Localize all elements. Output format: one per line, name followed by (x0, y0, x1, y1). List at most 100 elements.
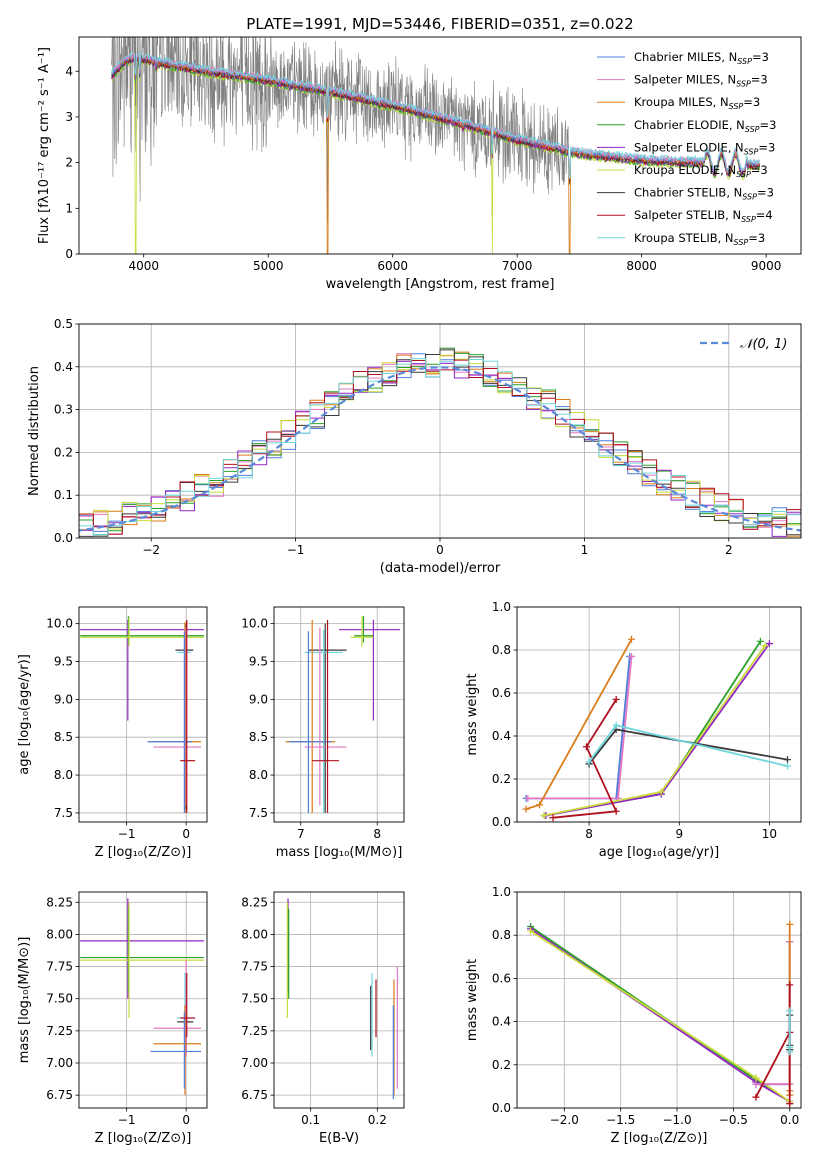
spectrum-frame (78, 36, 802, 255)
weight_vs_age-line-krou_elodie (543, 645, 766, 817)
weight_vs_age-y-tick-label: 0.0 (492, 815, 511, 829)
residuals-x-tick-label: 2 (725, 543, 733, 557)
weight_vs_Z-grid (517, 891, 801, 1109)
weight_vs_age-x-tick-label: 10 (762, 827, 777, 841)
weight_vs_age-y-tick-label: 1.0 (492, 600, 511, 614)
weight_vs_age-marker-krou_elodie (657, 788, 665, 796)
age_vs_mass-y-tick-label: 9.0 (249, 692, 268, 706)
mass_vs_ebv-frame (273, 891, 405, 1109)
weight_vs_age-y-tick-label: 0.8 (492, 643, 511, 657)
weight_vs_Z-marker-salp_miles (752, 1080, 760, 1088)
weight_vs_age-marker-salp_elodie (765, 640, 773, 648)
residual-histograms (79, 347, 801, 538)
mass_vs_Z-x-tick-label: −1 (118, 1113, 136, 1127)
weight_vs_age-marker-krou_stelib (585, 758, 593, 766)
weight_vs_Z-y-axis-label: mass weight (465, 959, 480, 1041)
age_vs_Z-y-tick-label: 9.5 (54, 655, 73, 669)
legend-entry: Salpeter STELIB, NSSP=4 (634, 208, 773, 224)
spectrum-x-tick-label: 5000 (253, 259, 284, 273)
model-spectrum-krou_elodie (111, 59, 761, 254)
mass_vs_ebv-y-tick-label: 7.75 (241, 960, 268, 974)
mass_vs_ebv-x-tick-label: 0.1 (301, 1113, 320, 1127)
mass_vs_Z-grid (79, 892, 207, 1108)
spectrum-y-tick-label: 1 (65, 201, 73, 215)
weight_vs_age-grid (517, 606, 801, 823)
age_vs_mass-x-tick-label: 8 (373, 827, 381, 841)
weight_vs_Z-y-tick-label: 0.0 (492, 1101, 511, 1115)
weight_vs_age-y-axis-label: mass weight (465, 673, 480, 755)
legend-entry: Chabrier MILES, NSSP=3 (634, 50, 769, 66)
weight_vs_Z-marker-salp_stelib (786, 1100, 794, 1108)
residuals-x-tick-label: −1 (287, 543, 305, 557)
weight_vs_age-marker-salp_miles (628, 652, 636, 660)
spectrum-x-tick-label: 6000 (377, 259, 408, 273)
spectrum-y-tick-label: 2 (65, 156, 73, 170)
legend-entry: Kroupa ELODIE, NSSP=3 (634, 163, 768, 179)
weight_vs_age-marker-krou_stelib (612, 721, 620, 729)
weight_vs_age-y-tick-label: 0.4 (492, 729, 511, 743)
weight_vs_Z-y-tick-label: 0.8 (492, 928, 511, 942)
weight_vs_Z-y-tick-label: 0.4 (492, 1015, 511, 1029)
mass_vs_ebv-y-tick-label: 7.25 (241, 1024, 268, 1038)
age_vs_mass-y-tick-label: 8.0 (249, 768, 268, 782)
weight_vs_age-marker-krou_elodie (540, 812, 548, 820)
weight_vs_age-line-krou_stelib (588, 724, 788, 767)
age_vs_Z-frame (78, 606, 208, 823)
mass_vs_Z-x-axis-label: Z [log₁₀(Z/Z⊙)] (95, 1131, 192, 1146)
weight_vs_age-marker-salp_miles (524, 794, 532, 802)
weight_vs_Z-line-salp_stelib (755, 984, 791, 1104)
spectrum-x-tick-label: 4000 (128, 259, 159, 273)
mass_vs_ebv-y-tick-label: 7.00 (241, 1056, 268, 1070)
weight_vs_age-line-salp_stelib (553, 699, 618, 819)
weight_vs_age-marker-krou_miles (628, 635, 636, 643)
residuals-y-tick-label: 0.5 (54, 317, 73, 331)
age_vs_mass-x-axis-label: mass [log₁₀(M/M⊙)] (276, 845, 403, 860)
legend-entry: Chabrier STELIB, NSSP=3 (634, 186, 774, 202)
weight_vs_age-line-chab_elodie (543, 640, 762, 817)
weight_vs_Z-marker-krou_elodie (752, 1074, 760, 1082)
weight_vs_age-frame (516, 606, 802, 823)
weight_vs_Z-marker-salp_stelib (752, 1093, 760, 1101)
age_vs_mass-y-tick-label: 9.5 (249, 655, 268, 669)
mass_vs_Z-y-tick-label: 7.25 (46, 1024, 73, 1038)
weight_vs_age-marker-krou_stelib (783, 762, 791, 770)
legend-entry: Salpeter ELODIE, NSSP=3 (634, 140, 775, 156)
weight_vs_Z-marker-krou_stelib (786, 1007, 794, 1015)
weight_vs_Z-marker-salp_stelib (786, 981, 794, 989)
spectrum-y-tick-label: 0 (65, 247, 73, 261)
mass_vs_Z-y-tick-label: 7.50 (46, 992, 73, 1006)
residuals-y-tick-label: 0.3 (54, 403, 73, 417)
weight_vs_age-y-tick-label: 0.6 (492, 686, 511, 700)
weight_vs_Z-x-tick-label: −2.0 (550, 1113, 579, 1127)
age_vs_mass-grid (274, 607, 404, 822)
legend-entry: Salpeter MILES, NSSP=3 (634, 73, 768, 89)
age_vs_mass-frame (273, 606, 405, 823)
spectrum-lines (111, 37, 761, 254)
weight_vs_age-marker-krou_miles (522, 805, 530, 813)
mass_vs_ebv-y-tick-label: 6.75 (241, 1088, 268, 1102)
weight_vs_age-marker-krou_miles (536, 801, 544, 809)
mass_vs_ebv-y-tick-label: 8.25 (241, 895, 268, 909)
weight_vs_age-marker-salp_stelib (612, 695, 620, 703)
weight_vs_Z-frame (516, 891, 802, 1109)
mass_vs_ebv-y-tick-label: 7.50 (241, 992, 268, 1006)
mass_vs_ebv-x-tick-label: 0.2 (368, 1113, 387, 1127)
mass_vs_Z-y-tick-label: 8.00 (46, 927, 73, 941)
mass_vs_ebv-grid (274, 892, 404, 1108)
weight_vs_age-marker-salp_stelib (612, 807, 620, 815)
age_vs_Z-y-tick-label: 8.5 (54, 730, 73, 744)
spectrum-x-tick-label: 9000 (751, 259, 782, 273)
weight_vs_age-y-tick-label: 0.2 (492, 772, 511, 786)
spectrum-x-tick-label: 7000 (502, 259, 533, 273)
residual-histogram-krou_stelib (79, 358, 801, 536)
spectrum-y-tick-label: 3 (65, 110, 73, 124)
age_vs_Z-x-axis-label: Z [log₁₀(Z/Z⊙)] (95, 845, 192, 860)
residuals-x-tick-label: 1 (581, 543, 589, 557)
weight_vs_Z-x-axis-label: Z [log₁₀(Z/Z⊙)] (611, 1131, 708, 1146)
weight_vs_Z-marker-krou_miles (786, 920, 794, 928)
residuals-y-axis-label: Normed distribution (27, 366, 42, 496)
age_vs_Z-y-tick-label: 8.0 (54, 768, 73, 782)
mass_vs_Z-y-tick-label: 6.75 (46, 1088, 73, 1102)
residuals-x-tick-label: 0 (436, 543, 444, 557)
